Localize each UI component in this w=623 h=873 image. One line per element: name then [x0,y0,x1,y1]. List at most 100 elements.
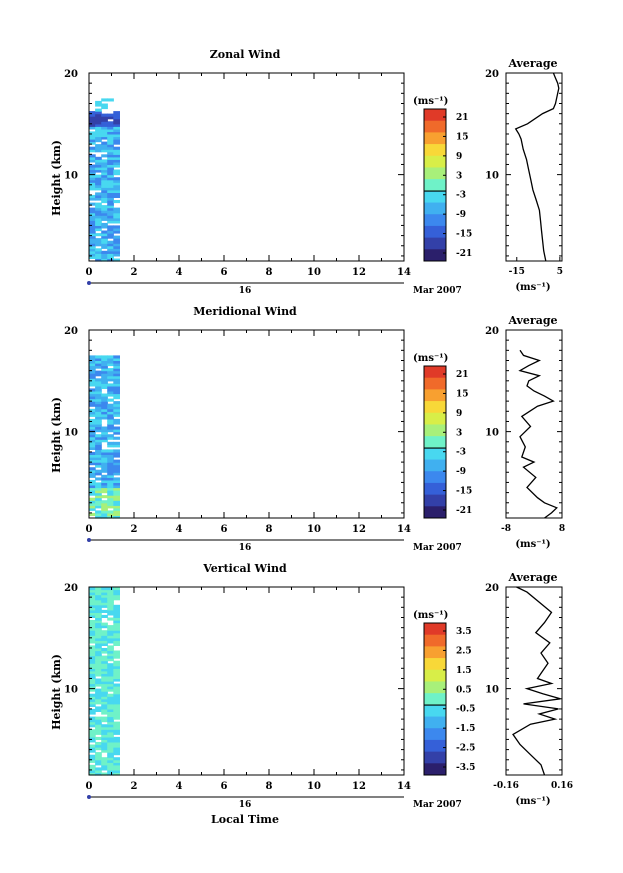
heatmap-cell [101,222,108,226]
heatmap-cell [101,413,108,417]
heatmap-cell [95,167,102,171]
heatmap-cell [89,174,96,178]
colorbar-frame [423,365,447,519]
colorbar-segment [424,401,446,414]
heatmap-cell [95,754,102,758]
heatmap-cell [101,691,108,695]
heatmap-cell [95,210,102,214]
heatmap-cell [95,617,102,621]
heatmap-cell [107,675,114,679]
heatmap-cell [107,683,114,687]
heatmap-cell [95,642,102,646]
heatmap-cell [107,393,114,397]
heatmap-cell [101,250,108,254]
heatmap-cell [113,640,120,644]
heatmap-cell [113,210,120,214]
x-tick-label: 12 [352,267,366,278]
heatmap-cell [101,398,108,402]
heatmap-cell [95,192,102,196]
heatmap-cell [101,512,108,516]
heatmap-cell [95,144,102,148]
heatmap-cell [101,159,108,163]
heatmap-cell [95,184,102,188]
heatmap-cell [113,154,120,158]
heatmap-cell [89,368,96,372]
heatmap-cell [95,597,102,601]
x-tick-label: 14 [397,781,411,792]
heatmap-cell [101,192,108,196]
heatmap-cell [107,744,114,748]
heatmap-cell [113,479,120,483]
heatmap-cell [107,701,114,705]
heatmap-cell [101,658,108,662]
heatmap-cell [95,202,102,206]
heatmap-cell [95,485,102,489]
x-tick-label: 4 [176,267,183,278]
heatmap-cell [113,660,120,664]
heatmap-cell [113,485,120,489]
zonal-wind-title: Zonal Wind [210,48,281,61]
heatmap-cell [95,225,102,229]
heatmap-cell [101,767,108,771]
colorbar-unit-label: (ms⁻¹) [413,96,448,107]
heatmap-cell [89,479,96,483]
heatmap-cell [101,678,108,682]
heatmap-cell [89,373,96,377]
heatmap-cell [113,696,120,700]
heatmap-cell [101,123,108,127]
x-tick-label: 14 [397,524,411,535]
heatmap-cell [107,492,114,496]
colorbar-tick-label: -15 [456,487,472,497]
heatmap-cell [101,154,108,158]
heatmap-cell [89,665,96,669]
heatmap-cell [89,497,96,501]
heatmap-cell [95,128,102,132]
heatmap-cell [89,164,96,168]
x-tick-label: 10 [307,781,321,792]
heatmap-cell [113,421,120,425]
heatmap-cell [107,243,114,247]
heatmap-cell [95,118,102,122]
heatmap-cell [101,686,108,690]
heatmap-cell [89,696,96,700]
heatmap-cell [101,459,108,463]
heatmap-cell [89,243,96,247]
heatmap-cell [89,250,96,254]
heatmap-cell [101,592,108,596]
heatmap-cell [101,103,108,107]
heatmap-cell [95,614,102,618]
heatmap-cell [89,230,96,234]
heatmap-cell [113,243,120,247]
heatmap-cell [107,726,114,730]
heatmap-cell [89,111,96,115]
profile-x-tick-label: -0.16 [493,781,519,791]
heatmap-cell [101,431,108,435]
heatmap-cell [107,500,114,504]
x-tick-label: 2 [131,524,138,535]
heatmap-cell [95,373,102,377]
heatmap-cell [101,116,108,120]
heatmap-cell [101,474,108,478]
heatmap-cell [113,245,120,249]
heatmap-cell [107,98,114,102]
average-unit-label: (ms⁻¹) [515,539,550,550]
heatmap-cell [113,225,120,229]
heatmap-cell [101,482,108,486]
heatmap-cell [113,742,120,746]
heatmap-cell [95,149,102,153]
heatmap-cell [113,673,120,677]
heatmap-cell [101,731,108,735]
heatmap-cell [89,462,96,466]
heatmap-cell [107,655,114,659]
colorbar-tick-label: 9 [456,152,462,162]
heatmap-cell [95,706,102,710]
heatmap-cell [95,406,102,410]
height-axis-label: Height (km) [50,140,63,216]
heatmap-cell [113,217,120,221]
heatmap-cell [107,749,114,753]
heatmap-cell [89,113,96,117]
heatmap-cell [113,408,120,412]
heatmap-cell [107,731,114,735]
heatmap-cell [113,375,120,379]
heatmap-cell [107,678,114,682]
